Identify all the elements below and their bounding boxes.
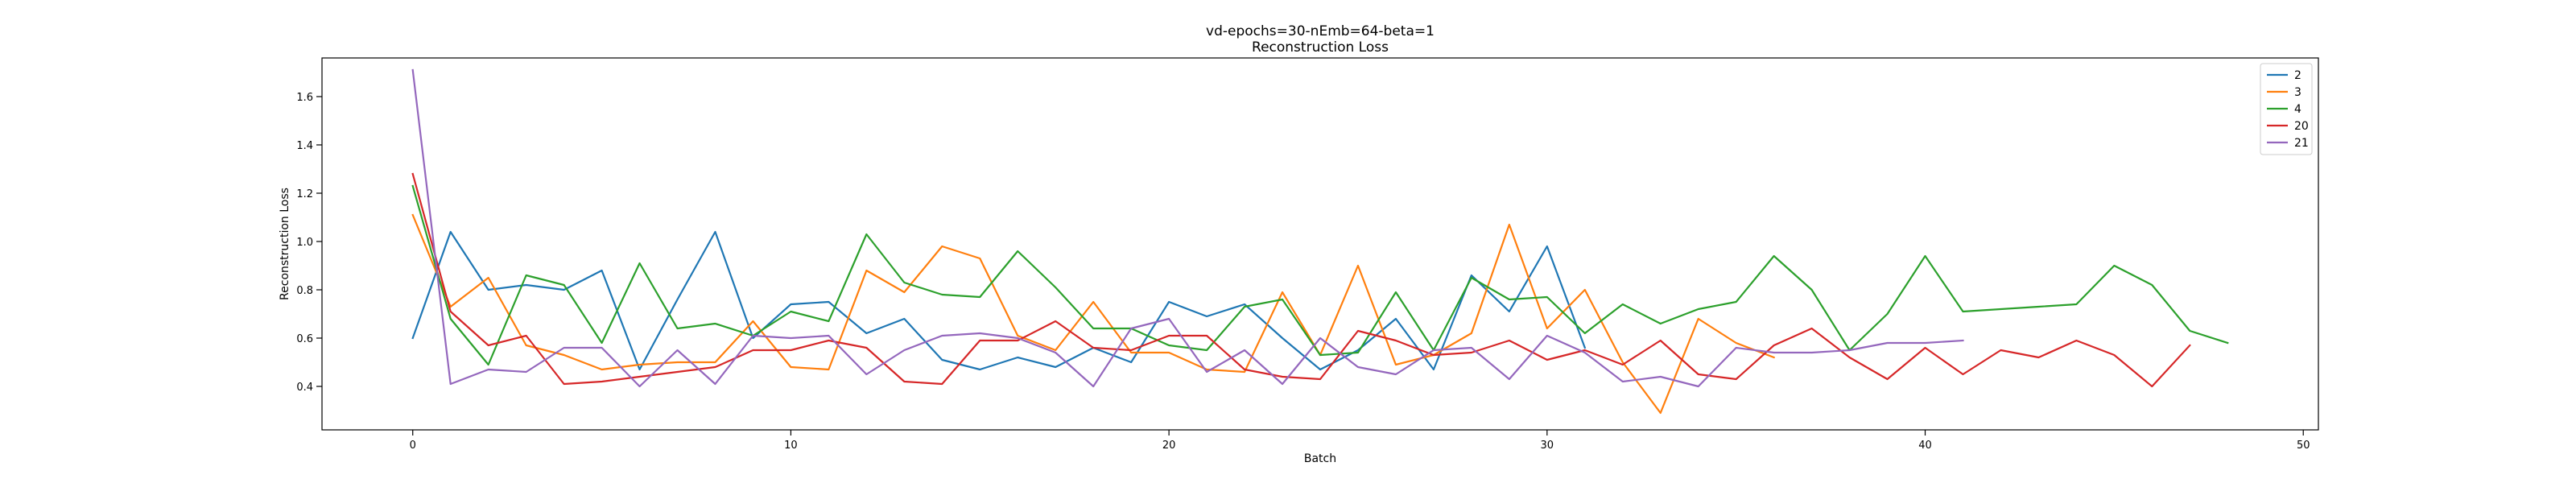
chart-title: vd-epochs=30-nEmb=64-beta=1 <box>1206 23 1435 39</box>
x-tick-label: 20 <box>1162 440 1176 452</box>
y-axis: 0.4 0.6 0.8 1.0 1.2 1.4 1.6 <box>296 92 322 394</box>
chart-subtitle: Reconstruction Loss <box>1252 39 1389 56</box>
x-tick-label: 50 <box>2297 440 2310 452</box>
series-line-3 <box>411 213 1776 415</box>
series-line-20 <box>411 172 2191 388</box>
series-layer <box>411 68 2229 415</box>
legend-label-21: 21 <box>2294 137 2309 150</box>
series-line-4 <box>411 184 2229 366</box>
y-tick-label: 1.4 <box>296 140 313 152</box>
legend-label-4: 4 <box>2294 103 2301 116</box>
series-line-2 <box>411 230 1587 371</box>
y-tick-label: 1.2 <box>296 188 313 200</box>
x-tick-label: 40 <box>1918 440 1932 452</box>
legend-label-20: 20 <box>2294 120 2309 133</box>
x-tick-label: 0 <box>410 440 416 452</box>
y-tick-label: 1.0 <box>296 237 313 249</box>
y-tick-label: 1.6 <box>296 92 313 104</box>
x-axis-label: Batch <box>1304 452 1336 465</box>
legend-label-2: 2 <box>2294 69 2301 82</box>
plot-area-frame <box>321 57 2319 431</box>
y-tick-label: 0.6 <box>296 333 313 345</box>
series-line-21 <box>411 68 1964 388</box>
y-tick-label: 0.8 <box>296 285 313 297</box>
x-tick-label: 10 <box>784 440 798 452</box>
legend-label-3: 3 <box>2294 86 2301 99</box>
legend: 2 3 4 20 21 <box>2260 63 2313 155</box>
x-axis: 0 10 20 30 40 50 <box>410 430 2310 452</box>
y-tick-label: 0.4 <box>296 382 313 394</box>
x-tick-label: 30 <box>1541 440 1554 452</box>
y-axis-label: Reconstruction Loss <box>279 188 291 300</box>
